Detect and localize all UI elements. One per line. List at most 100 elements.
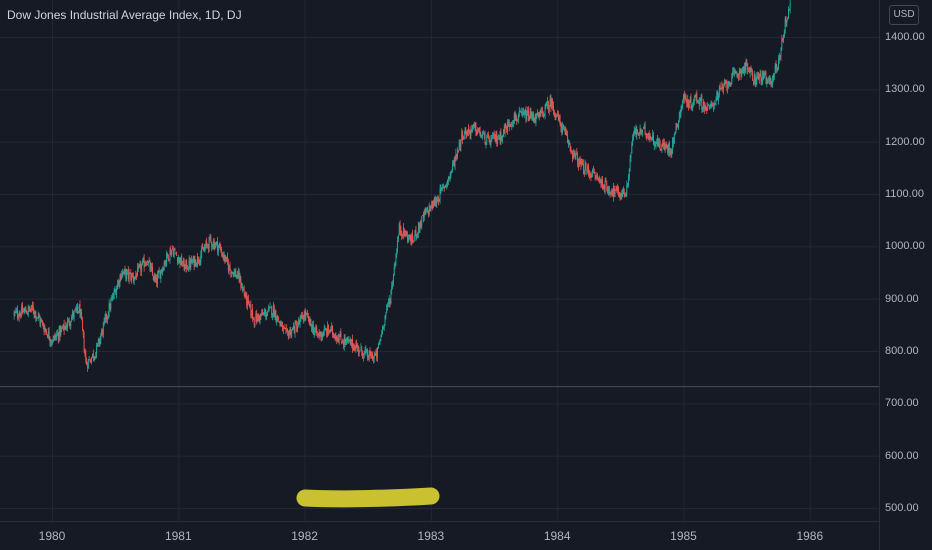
candle — [232, 271, 233, 275]
candle — [602, 175, 604, 190]
candle — [165, 259, 167, 268]
candle — [137, 263, 139, 273]
candle — [457, 149, 459, 153]
currency-button[interactable]: USD — [889, 5, 919, 25]
candle — [626, 180, 628, 197]
candle — [673, 137, 674, 148]
candle — [569, 142, 571, 152]
candle — [762, 70, 764, 85]
candle — [576, 147, 578, 155]
candle — [554, 112, 556, 121]
candle — [771, 80, 773, 87]
candle — [248, 300, 250, 307]
candle — [241, 282, 243, 289]
time-tick-label: 1985 — [670, 529, 697, 543]
candle — [547, 96, 549, 110]
candle — [493, 130, 495, 139]
candle — [477, 127, 479, 133]
candle — [362, 350, 363, 360]
candle — [601, 176, 603, 188]
candle — [62, 325, 63, 330]
candle — [369, 347, 371, 357]
candle — [504, 122, 506, 138]
candle — [612, 188, 614, 197]
candle — [658, 137, 659, 147]
candle — [166, 250, 168, 267]
candle — [313, 327, 315, 338]
candle — [223, 251, 225, 262]
candle — [440, 184, 442, 194]
candle — [474, 122, 476, 132]
candle — [730, 82, 732, 87]
candle — [729, 81, 731, 88]
candle — [178, 256, 180, 264]
candle — [177, 254, 179, 265]
price-tick-label: 600.00 — [885, 449, 919, 462]
candle — [472, 123, 474, 130]
candle — [451, 169, 453, 174]
candle — [699, 97, 701, 107]
candle — [444, 184, 446, 189]
candle — [340, 328, 342, 341]
candle — [542, 111, 544, 119]
candle — [675, 122, 677, 134]
candle — [181, 253, 183, 267]
candle — [666, 141, 668, 149]
candle — [76, 304, 78, 314]
candle — [142, 256, 144, 263]
candle — [26, 310, 28, 315]
candle — [229, 261, 231, 271]
candle — [100, 332, 102, 345]
candle — [573, 150, 575, 158]
candle — [312, 320, 314, 335]
candle — [179, 257, 181, 269]
candle — [410, 234, 412, 246]
candle — [628, 173, 629, 188]
candle — [582, 158, 584, 165]
candle — [379, 338, 381, 345]
candle — [500, 127, 502, 146]
candle — [263, 308, 265, 316]
candle — [755, 76, 757, 88]
candle — [636, 126, 638, 141]
candle — [574, 150, 576, 160]
candle — [367, 354, 369, 361]
candle — [238, 268, 240, 284]
candle — [587, 163, 589, 177]
time-tick-label: 1986 — [796, 529, 824, 543]
candle — [216, 241, 218, 246]
candle — [491, 134, 493, 142]
candle — [308, 316, 310, 325]
candle — [420, 219, 422, 229]
candle — [314, 326, 316, 336]
candle — [710, 100, 712, 108]
candle — [747, 62, 749, 75]
candle — [434, 195, 436, 207]
candle — [570, 146, 572, 155]
candle — [412, 239, 414, 244]
candle — [773, 72, 774, 82]
candle — [400, 225, 402, 237]
candle — [288, 329, 290, 339]
candle — [239, 272, 241, 283]
candle — [322, 331, 323, 341]
candle — [122, 271, 124, 275]
candle — [317, 332, 319, 339]
candle — [266, 312, 268, 320]
candle — [542, 106, 544, 117]
candle — [473, 121, 475, 129]
grid — [0, 0, 880, 521]
candle — [342, 338, 343, 344]
candle — [221, 247, 223, 257]
candle — [631, 141, 633, 154]
candle — [278, 320, 280, 324]
price-tick-label: 800.00 — [885, 345, 919, 357]
candle — [572, 148, 574, 160]
candle — [788, 8, 790, 11]
candle — [304, 308, 306, 321]
candle — [408, 233, 410, 240]
candle — [149, 259, 151, 272]
candle — [138, 264, 140, 268]
candle — [732, 67, 734, 79]
